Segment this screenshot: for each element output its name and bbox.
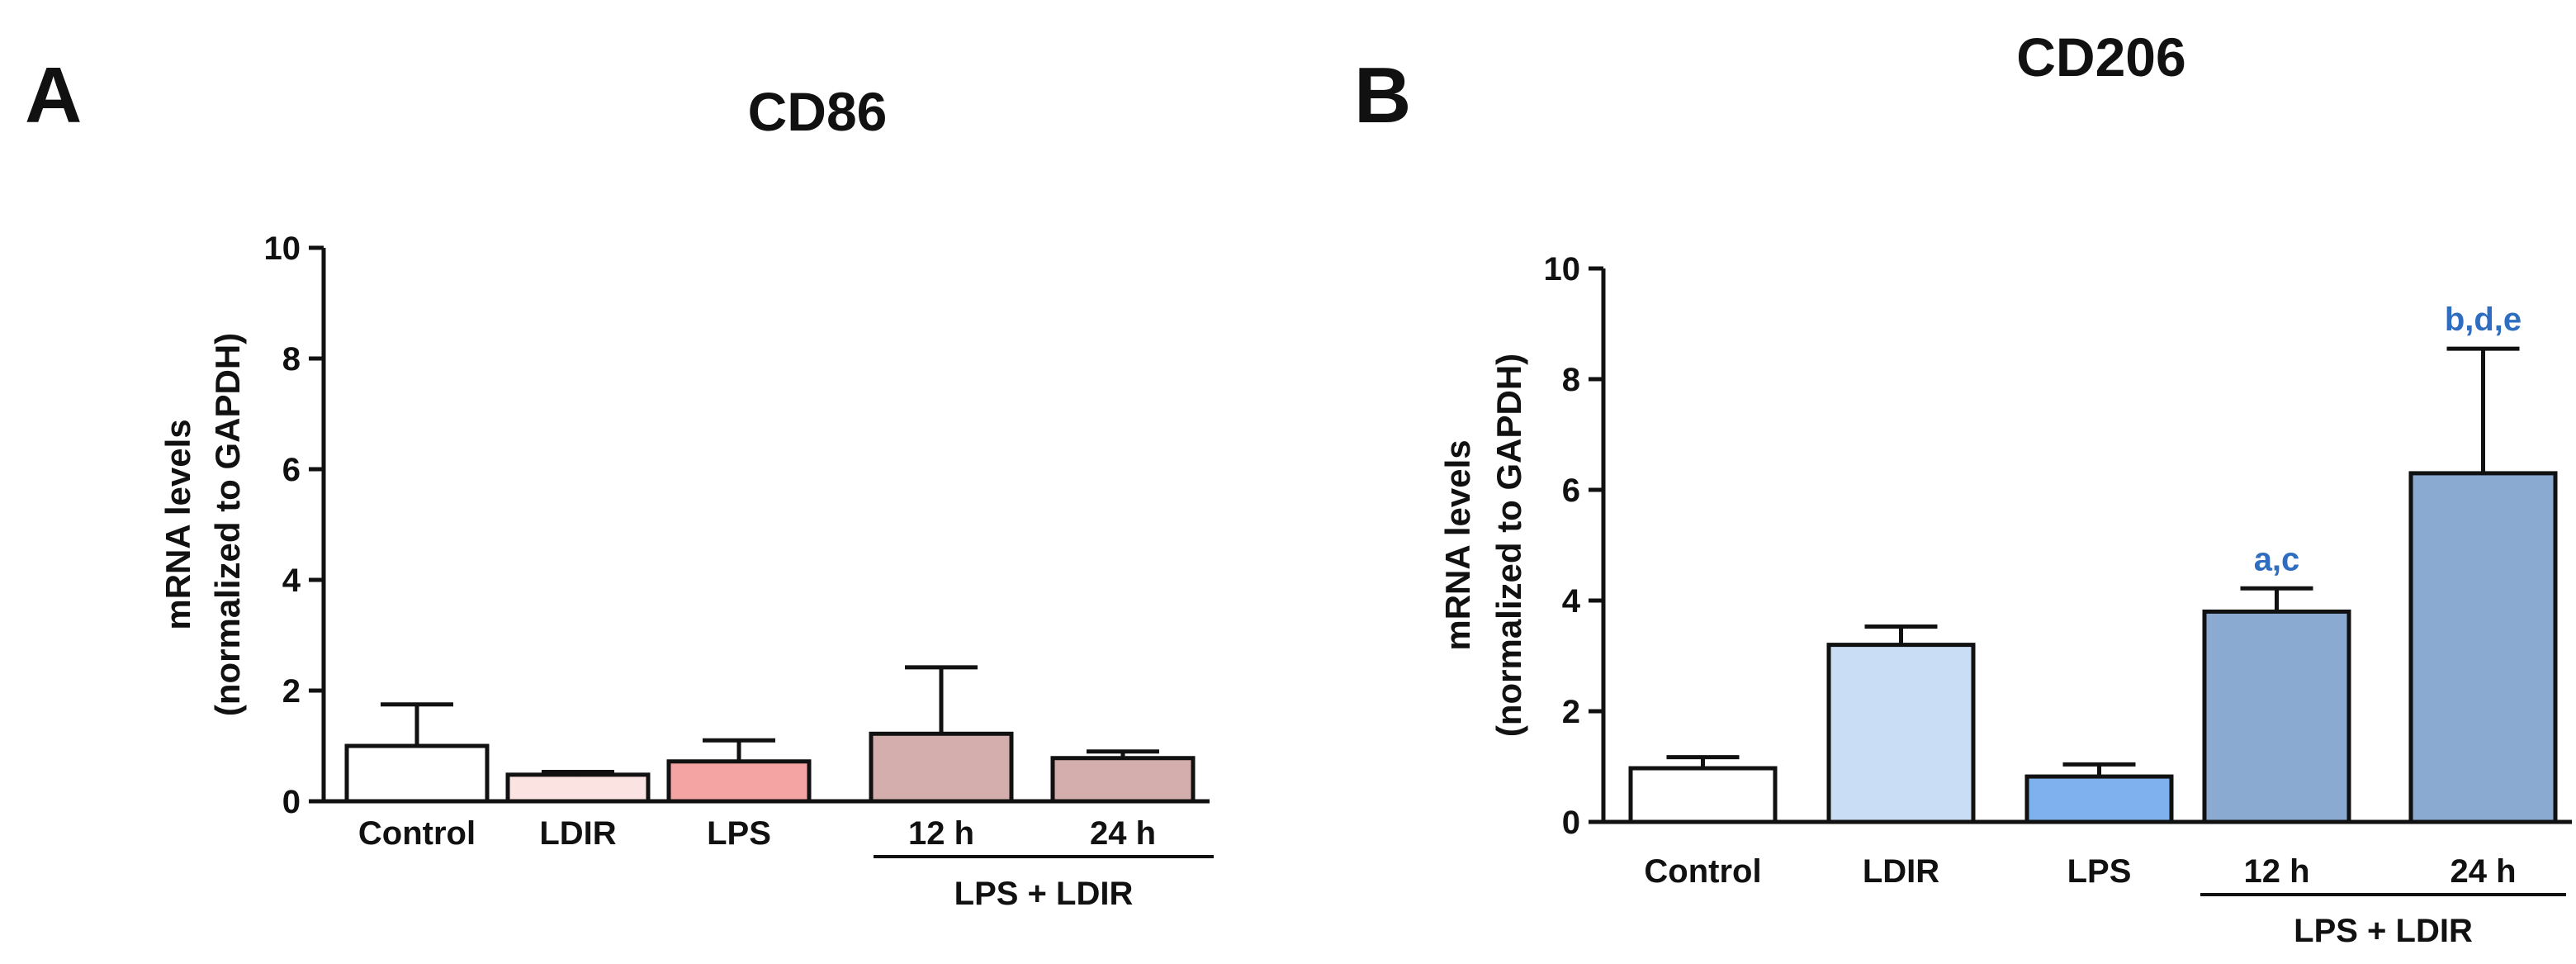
chart-title: CD86 (748, 81, 888, 142)
bar-24-h (2408, 471, 2558, 824)
chart-title: CD206 (2016, 26, 2185, 88)
group-label: LPS + LDIR (954, 876, 1134, 912)
bar-control (344, 743, 490, 804)
bar-24-h (1050, 756, 1196, 804)
bar-12-h (869, 731, 1014, 804)
y-tick-label: 2 (282, 673, 301, 710)
y-axis-label: mRNA levels (159, 419, 197, 629)
panel-letter: A (25, 51, 82, 140)
y-axis-label: mRNA levels (1438, 439, 1477, 650)
category-label: 12 h (908, 815, 974, 852)
category-label: Control (1644, 853, 1761, 890)
bar-12-h (2202, 609, 2351, 824)
category-label: 24 h (2450, 853, 2516, 890)
y-tick-label: 4 (1562, 583, 1581, 620)
bar-control (1628, 766, 1778, 824)
category-label: 12 h (2243, 853, 2309, 890)
category-label: LDIR (1863, 853, 1939, 890)
y-tick-label: 2 (1562, 694, 1580, 730)
panel-letter: B (1354, 51, 1411, 140)
group-label: LPS + LDIR (2294, 913, 2473, 949)
significance-annotation: b,d,e (2445, 302, 2522, 338)
category-label: Control (358, 815, 476, 852)
y-axis-label-units: (normalized to GAPDH) (208, 333, 247, 716)
y-axis-label-units: (normalized to GAPDH) (1489, 354, 1528, 737)
bar-ldir (1826, 643, 1976, 824)
y-tick-label: 8 (1562, 362, 1580, 398)
y-tick-label: 10 (1544, 251, 1581, 287)
y-tick-label: 10 (264, 230, 301, 267)
y-tick-label: 0 (1562, 805, 1580, 841)
y-tick-label: 6 (282, 452, 301, 488)
bar-lps (2024, 774, 2174, 824)
category-label: LDIR (539, 815, 616, 852)
y-tick-label: 0 (282, 784, 301, 820)
bar-ldir (505, 772, 651, 804)
panel-b: B CD206 mRNA levels (normalized to GAPDH) 0 2… (1354, 26, 2572, 949)
significance-annotation: a,c (2254, 541, 2300, 577)
y-tick-label: 4 (282, 563, 301, 599)
category-label: LPS (2067, 853, 2132, 890)
category-label: 24 h (1090, 815, 1156, 852)
category-label: LPS (707, 815, 771, 852)
bar-lps (666, 759, 812, 804)
y-tick-label: 6 (1562, 473, 1580, 509)
y-tick-label: 8 (282, 341, 301, 378)
